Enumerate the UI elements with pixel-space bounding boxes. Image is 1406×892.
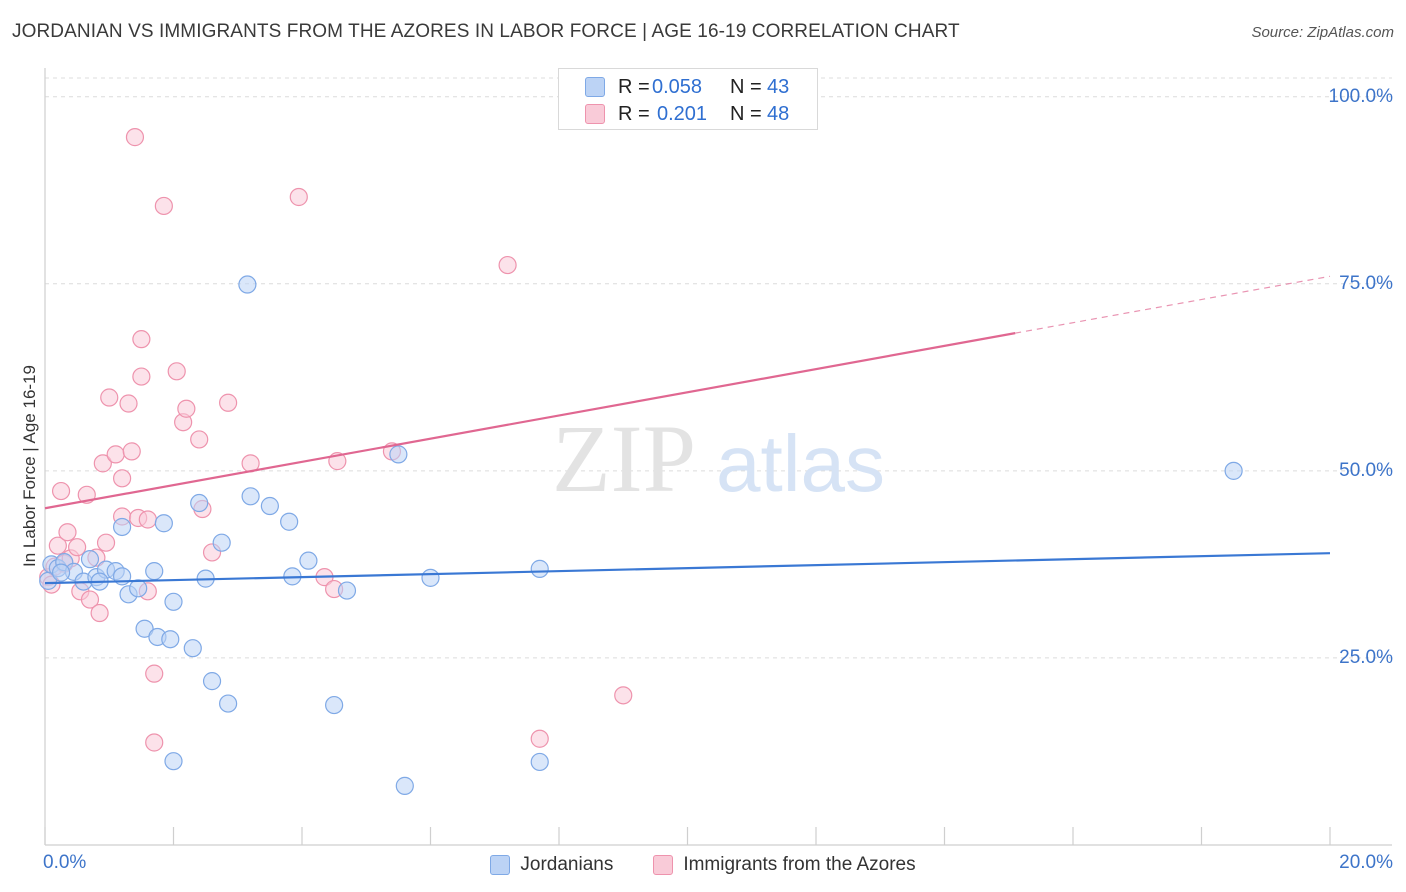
jordanians-point [395, 776, 414, 795]
azores-point [190, 430, 209, 449]
jordanians-point [135, 619, 154, 638]
jordanians-point [112, 517, 132, 537]
azores-point [219, 393, 238, 412]
jordanians-point [164, 752, 183, 771]
jordanians-point [154, 514, 173, 533]
jordanians-point [80, 550, 100, 569]
azores-trend-extension [1015, 275, 1331, 334]
azores-point [167, 362, 186, 381]
legend-item-jordanians[interactable]: Jordanians [490, 854, 613, 876]
jordanians-point [1224, 461, 1243, 480]
azores-point [119, 394, 138, 413]
series-jordanians-points [39, 275, 1243, 795]
azores-point [96, 533, 116, 552]
stats-swatch-pink [585, 104, 605, 124]
watermark-atlas: atlas [716, 419, 885, 508]
azores-point [93, 454, 112, 473]
n-value: 43 [767, 75, 790, 98]
azores-point [48, 536, 67, 555]
jordanians-point [164, 592, 183, 611]
jordanians-point [219, 694, 238, 713]
n-label: N = [730, 75, 762, 98]
azores-point [138, 510, 157, 529]
chart-title: JORDANIAN VS IMMIGRANTS FROM THE AZORES … [12, 21, 960, 42]
source-credit: Source: ZipAtlas.com [1251, 24, 1394, 41]
jordanians-trend-line [44, 552, 1331, 585]
y-tick-label: 100.0% [1328, 85, 1393, 107]
jordanians-point [280, 512, 299, 531]
azores-point [498, 255, 517, 275]
jordanians-point [202, 672, 222, 691]
y-tick-label: 75.0% [1339, 272, 1393, 294]
azores-point [289, 187, 308, 207]
azores-point [145, 733, 164, 752]
n-value: 48 [767, 102, 790, 125]
jordanians-point [260, 496, 279, 516]
jordanians-point [129, 579, 148, 598]
jordanians-point [183, 639, 202, 658]
y-tick-label: 50.0% [1339, 459, 1393, 481]
legend-label-jordanians: Jordanians [520, 854, 614, 875]
x-tick-label-max: 20.0% [1339, 852, 1393, 873]
gridlines [45, 77, 1392, 659]
jordanians-point [51, 563, 71, 582]
watermark-zip: ZIP [552, 405, 696, 512]
legend-swatch-pink [653, 855, 674, 875]
jordanians-point [325, 695, 344, 715]
stats-swatch-blue [585, 77, 605, 97]
r-label: R = [618, 75, 650, 98]
azores-point [90, 603, 109, 623]
azores-point [125, 128, 145, 147]
azores-point [132, 330, 151, 349]
legend-item-azores[interactable]: Immigrants from the Azores [653, 854, 916, 876]
azores-point [58, 523, 77, 542]
azores-point [51, 481, 71, 501]
azores-point [68, 538, 87, 557]
x-tick-label-min: 0.0% [43, 852, 87, 873]
azores-point [106, 445, 125, 464]
r-label: R = [618, 102, 650, 125]
azores-point [112, 469, 132, 488]
r-value: 0.058 [652, 75, 703, 98]
azores-point [122, 442, 141, 461]
jordanians-point [299, 551, 318, 570]
jordanians-point [161, 630, 180, 649]
y-tick-label: 25.0% [1339, 646, 1393, 668]
n-label: N = [730, 102, 762, 125]
azores-point [177, 399, 196, 418]
series-legend: Jordanians Immigrants from the Azores [0, 850, 1406, 880]
jordanians-point [238, 275, 257, 294]
azores-point [80, 590, 100, 609]
jordanians-point [190, 493, 209, 513]
jordanians-point [145, 562, 164, 581]
legend-swatch-blue [490, 855, 511, 875]
axes [44, 68, 1392, 846]
legend-label-azores: Immigrants from the Azores [683, 854, 916, 875]
azores-point [145, 664, 164, 683]
trend-lines [44, 275, 1331, 585]
azores-point [132, 367, 151, 386]
azores-point [100, 388, 119, 407]
azores-point [530, 729, 549, 748]
jordanians-point [530, 559, 549, 578]
r-value: 0.201 [657, 102, 708, 125]
jordanians-point [530, 752, 549, 772]
stats-legend: R = 0.058 N = 43 R = 0.201 N = 48 [558, 68, 818, 130]
azores-point [614, 686, 633, 705]
jordanians-point [241, 487, 260, 506]
jordanians-point [421, 568, 440, 587]
azores-point [154, 196, 173, 216]
jordanians-point [212, 533, 231, 552]
jordanians-point [337, 581, 357, 600]
azores-trend-line [44, 332, 1016, 510]
jordanians-point [389, 445, 408, 464]
